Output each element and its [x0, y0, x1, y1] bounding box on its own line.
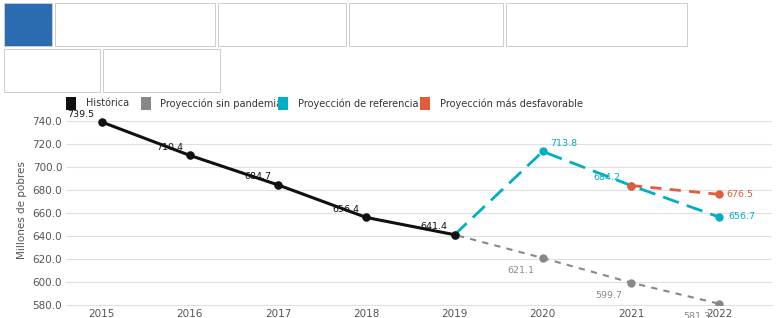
Text: Resto del mundo: Resto del mundo — [10, 66, 94, 76]
Text: 656.7: 656.7 — [728, 211, 755, 221]
Text: 710.4: 710.4 — [156, 143, 183, 152]
Text: 684.2: 684.2 — [594, 173, 620, 182]
Text: Europa y Asia central: Europa y Asia central — [229, 20, 335, 30]
Text: 684.7: 684.7 — [244, 172, 271, 182]
Text: Proyección más desfavorable: Proyección más desfavorable — [440, 98, 583, 109]
Text: Proyección sin pandemia: Proyección sin pandemia — [160, 98, 282, 109]
Text: África subsahariana: África subsahariana — [112, 66, 211, 76]
Text: 713.8: 713.8 — [550, 139, 577, 148]
Text: Asia oriental y el Pacífico: Asia oriental y el Pacífico — [73, 19, 197, 30]
Text: América Latina y el Caribe: América Latina y el Caribe — [360, 19, 492, 30]
Text: 641.4: 641.4 — [420, 222, 448, 231]
Text: Proyección de referencia: Proyección de referencia — [298, 98, 418, 109]
Text: 739.5: 739.5 — [67, 109, 94, 119]
Text: 656.4: 656.4 — [332, 205, 360, 214]
Text: Histórica: Histórica — [86, 98, 129, 108]
Text: 581.3: 581.3 — [683, 312, 711, 318]
Text: 676.5: 676.5 — [726, 190, 753, 199]
Text: Oriente Medio y Norte de África: Oriente Medio y Norte de África — [518, 19, 675, 31]
Text: Global: Global — [10, 20, 46, 30]
Text: 621.1: 621.1 — [507, 266, 534, 275]
Text: 599.7: 599.7 — [595, 291, 622, 300]
Y-axis label: Millones de pobres: Millones de pobres — [17, 161, 27, 259]
